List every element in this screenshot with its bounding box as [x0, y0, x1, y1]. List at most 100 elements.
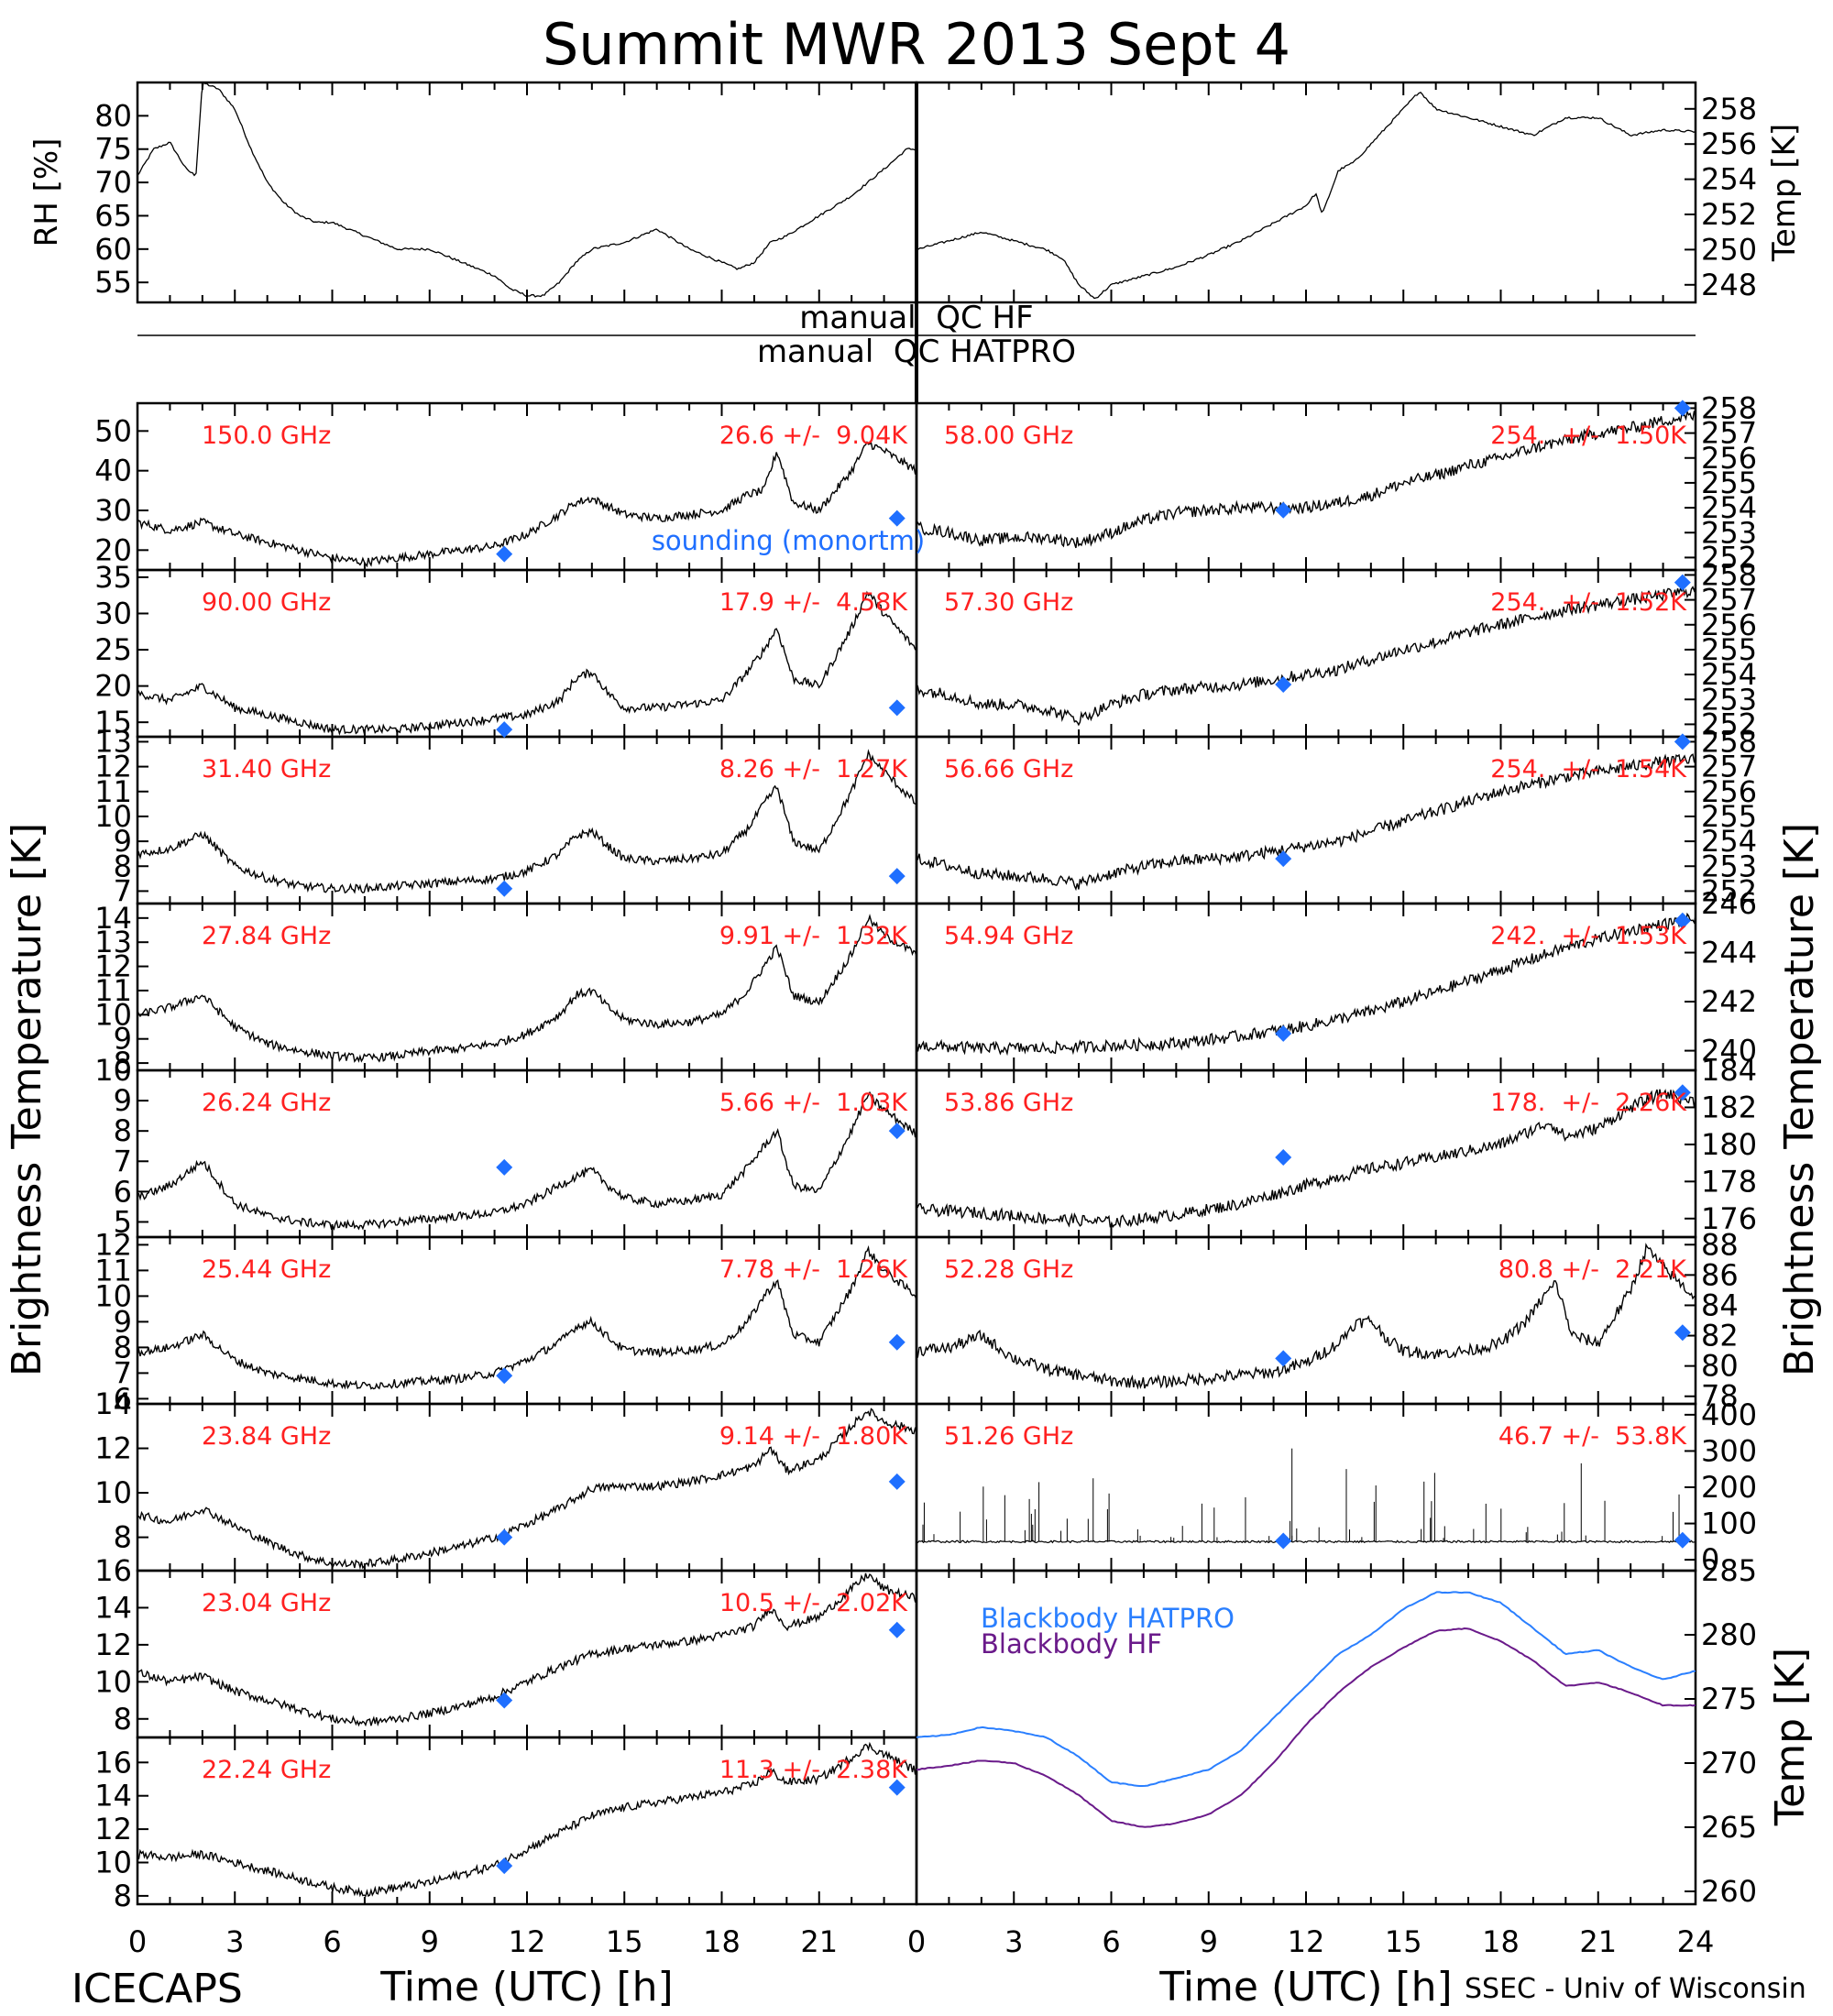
y-tick-label: 7 [114, 873, 132, 908]
y-tick-label: 12 [94, 1812, 132, 1846]
y-tick-label: 253 [1701, 849, 1757, 883]
channel-frequency-label: 53.86 GHz [944, 1089, 1073, 1117]
y-tick-label: 255 [1701, 799, 1757, 834]
y-tick-label: 8 [114, 1113, 132, 1148]
temp-axis-title: Temp [K] [1766, 124, 1803, 262]
x-tick-label: 0 [128, 1924, 147, 1959]
y-tick-label: 9 [114, 1083, 132, 1118]
channel-frequency-label: 51.26 GHz [944, 1422, 1073, 1451]
y-tick-label: 20 [94, 669, 132, 704]
y-tick-label: 8 [114, 1520, 132, 1555]
y-tick-label: 9 [114, 1304, 132, 1339]
y-tick-label: 80 [1701, 1349, 1739, 1384]
x-tick-label: 3 [225, 1924, 244, 1959]
y-tick-label: 248 [1701, 268, 1757, 302]
y-tick-label: 7 [114, 1355, 132, 1390]
y-tick-label: 14 [94, 1386, 132, 1421]
x-tick-label: 15 [606, 1924, 643, 1959]
sounding-marker [888, 1473, 906, 1490]
y-tick-label: 5 [114, 1204, 132, 1239]
y-tick-label: 252 [1701, 707, 1757, 741]
temp-panel-frame [915, 81, 1697, 304]
y-tick-label: 275 [1701, 1682, 1757, 1716]
y-tick-label: 12 [94, 949, 132, 984]
y-tick-label: 280 [1701, 1617, 1757, 1652]
sounding-marker [1674, 1324, 1691, 1342]
channel-frequency-label: 27.84 GHz [202, 922, 331, 950]
channel-stat-label: 26.6 +/- 9.04K [719, 422, 908, 450]
y-tick-label: 35 [94, 560, 132, 595]
channel-stat-label: 9.91 +/- 1.32K [719, 922, 908, 950]
y-tick-label: 246 [1701, 886, 1757, 921]
y-tick-label: 11 [94, 1253, 132, 1287]
channel-stat-label: 9.14 +/- 1.80K [719, 1422, 908, 1451]
y-tick-label: 25 [94, 632, 132, 667]
y-tick-label: 184 [1701, 1053, 1757, 1088]
y-tick-label: 7 [114, 1144, 132, 1178]
channel-trace [137, 1572, 917, 1727]
y-tick-label: 258 [1701, 92, 1757, 126]
qc-hf-label: manual QC HF [799, 300, 1033, 336]
y-tick-label: 254 [1701, 824, 1757, 859]
blackbody-series-line [916, 1627, 1696, 1828]
x-tick-label: 12 [1288, 1924, 1325, 1959]
qc-hatpro-label: manual QC HATPRO [757, 334, 1076, 370]
channel-stat-label: 178. +/- 2.26K [1490, 1089, 1687, 1117]
x-tick-label: 21 [800, 1924, 838, 1959]
y-tick-label: 244 [1701, 936, 1757, 970]
footer-left: ICECAPS [71, 1966, 243, 2012]
x-tick-label: 9 [1200, 1924, 1218, 1959]
channel-stat-label: 46.7 +/- 53.8K [1498, 1422, 1687, 1451]
data-series [137, 81, 1696, 1898]
y-tick-label: 84 [1701, 1287, 1739, 1322]
y-tick-label: 252 [1701, 540, 1757, 575]
rh-trace [137, 81, 917, 298]
y-tick-label: 255 [1701, 632, 1757, 667]
sounding-marker [496, 1367, 513, 1385]
y-tick-label: 240 [1701, 1034, 1757, 1068]
y-tick-label: 254 [1701, 657, 1757, 692]
y-tick-label: 176 [1701, 1201, 1757, 1236]
y-tick-label: 258 [1701, 724, 1757, 759]
y-tick-label: 257 [1701, 750, 1757, 784]
channel-stat-label: 10.5 +/- 2.02K [719, 1589, 908, 1617]
blackbody-legend-entry: Blackbody HATPRO [981, 1603, 1235, 1634]
channel-trace [137, 1741, 917, 1898]
y-tick-label: 75 [94, 132, 132, 167]
y-tick-label: 256 [1701, 608, 1757, 642]
x-axis-title-right: Time (UTC) [h] [1158, 1964, 1452, 2011]
y-tick-label: 82 [1701, 1319, 1739, 1353]
y-tick-label: 11 [94, 774, 132, 809]
right-y-axis-title: Brightness Temperature [K] [1776, 823, 1823, 1376]
y-tick-label: 242 [1701, 984, 1757, 1019]
channel-stat-label: 80.8 +/- 2.21K [1498, 1255, 1687, 1284]
y-tick-label: 14 [94, 1779, 132, 1813]
sounding-marker [496, 1857, 513, 1875]
y-tick-label: 0 [1701, 1542, 1719, 1577]
x-tick-label: 21 [1579, 1924, 1617, 1959]
channel-trace [916, 1539, 1696, 1544]
y-tick-label: 8 [114, 1330, 132, 1364]
channel-trace [916, 585, 1696, 727]
y-tick-label: 9 [114, 824, 132, 859]
channel-frequency-label: 150.0 GHz [202, 422, 331, 450]
y-tick-label: 252 [1701, 197, 1757, 232]
channel-trace [137, 590, 917, 736]
channel-frequency-label: 25.44 GHz [202, 1255, 331, 1284]
channel-stat-label: 254. +/- 1.52K [1490, 588, 1687, 617]
y-tick-label: 30 [94, 596, 132, 630]
channel-trace [137, 1408, 917, 1570]
y-tick-label: 11 [94, 973, 132, 1008]
y-tick-label: 88 [1701, 1227, 1739, 1262]
y-tick-label: 6 [114, 1174, 132, 1209]
channel-stat-label: 8.26 +/- 1.27K [719, 755, 908, 783]
y-tick-label: 258 [1701, 557, 1757, 592]
y-tick-label: 300 [1701, 1433, 1757, 1468]
sounding-marker [1674, 1531, 1691, 1549]
y-tick-label: 86 [1701, 1257, 1739, 1292]
y-tick-label: 9 [114, 1022, 132, 1057]
y-tick-label: 12 [94, 1627, 132, 1662]
channel-stat-label: 242. +/- 1.53K [1490, 922, 1687, 950]
channel-trace [137, 914, 917, 1063]
y-tick-label: 270 [1701, 1746, 1757, 1780]
